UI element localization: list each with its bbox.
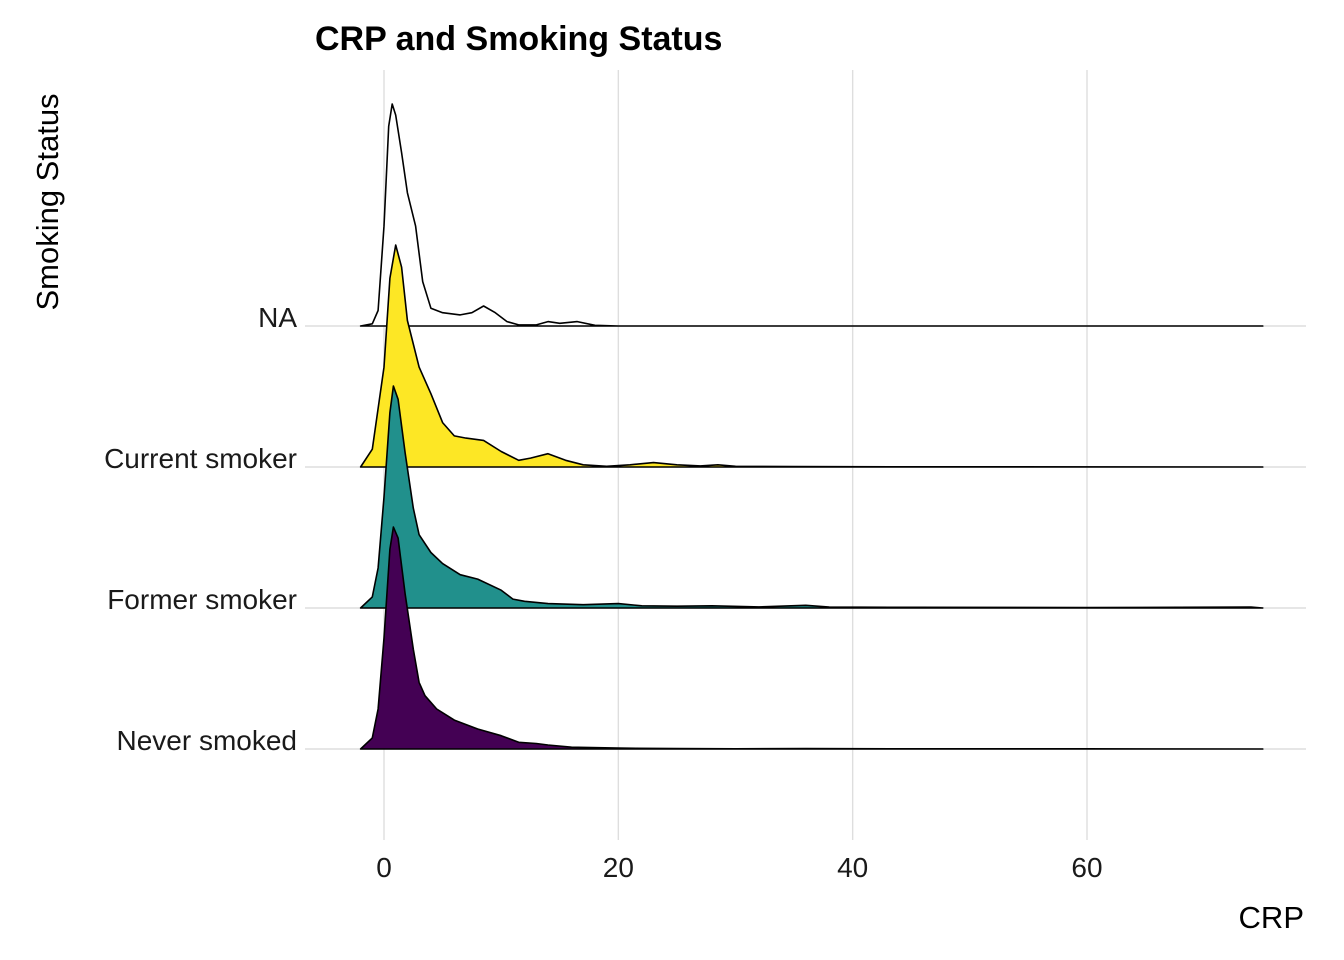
x-tick-label-0: 0 <box>376 852 392 883</box>
y-tick-label-current-smoker: Current smoker <box>104 443 297 474</box>
ridge-former-smoker <box>359 385 1264 609</box>
y-tick-label-never-smoked: Never smoked <box>116 725 297 756</box>
y-tick-label-na: NA <box>258 302 297 333</box>
ridge-never-smoked <box>359 526 1264 750</box>
y-axis-title: Smoking Status <box>30 93 65 310</box>
x-axis-title: CRP <box>1239 900 1304 935</box>
y-tick-label-former-smoker: Former smoker <box>107 584 297 615</box>
category-labels: Never smoked Former smoker Current smoker N… <box>104 302 297 756</box>
x-tick-labels: 0 20 40 60 <box>376 852 1102 883</box>
ridge-na <box>359 103 1264 327</box>
chart-title: CRP and Smoking Status <box>315 20 722 58</box>
ridges <box>359 103 1264 750</box>
x-tick-label-60: 60 <box>1071 852 1102 883</box>
x-tick-label-20: 20 <box>603 852 634 883</box>
x-tick-label-40: 40 <box>837 852 868 883</box>
ridge-current-smoker <box>359 244 1264 468</box>
